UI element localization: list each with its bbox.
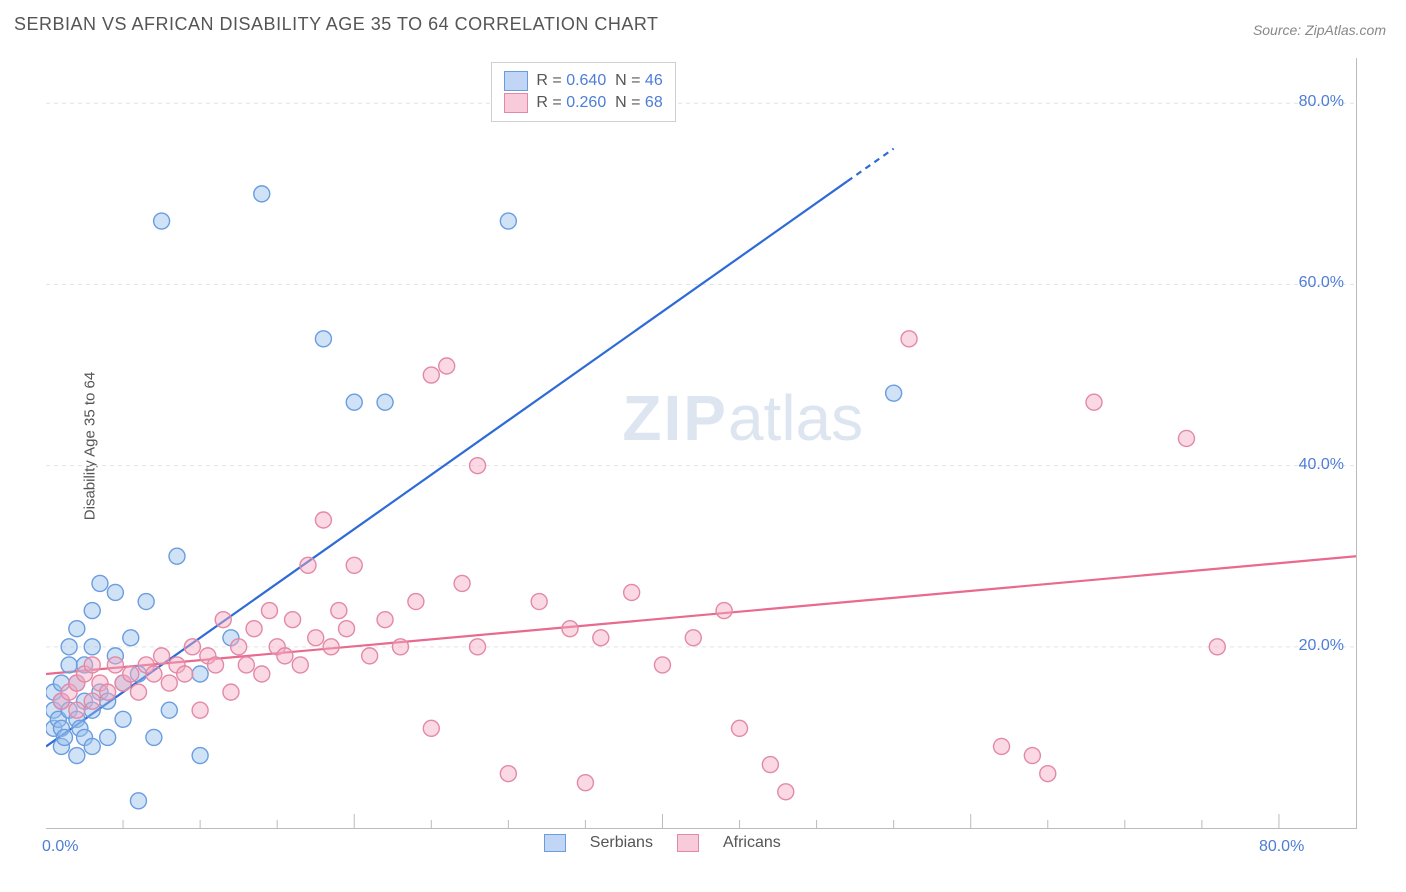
x-tick-label: 80.0% [1259,838,1304,856]
y-tick-label: 40.0% [1299,456,1344,474]
y-tick-label: 80.0% [1299,93,1344,111]
y-tick-label: 20.0% [1299,637,1344,655]
y-tick-label: 60.0% [1299,274,1344,292]
legend-row: R = 0.640 N = 46 [504,71,662,91]
series-legend: Serbians Africans [544,834,781,852]
chart-container: SERBIAN VS AFRICAN DISABILITY AGE 35 TO … [0,0,1406,892]
swatch-icon [504,93,528,113]
correlation-legend: R = 0.640 N = 46 R = 0.260 N = 68 [491,62,675,122]
swatch-icon [677,834,699,852]
swatch-icon [544,834,566,852]
scatter-plot [46,58,1357,829]
series-label: Serbians [590,834,653,852]
source-credit: Source: ZipAtlas.com [1253,22,1386,38]
chart-title: SERBIAN VS AFRICAN DISABILITY AGE 35 TO … [14,14,659,35]
legend-row: R = 0.260 N = 68 [504,93,662,113]
swatch-icon [504,71,528,91]
series-label: Africans [723,834,781,852]
x-tick-label: 0.0% [42,838,78,856]
